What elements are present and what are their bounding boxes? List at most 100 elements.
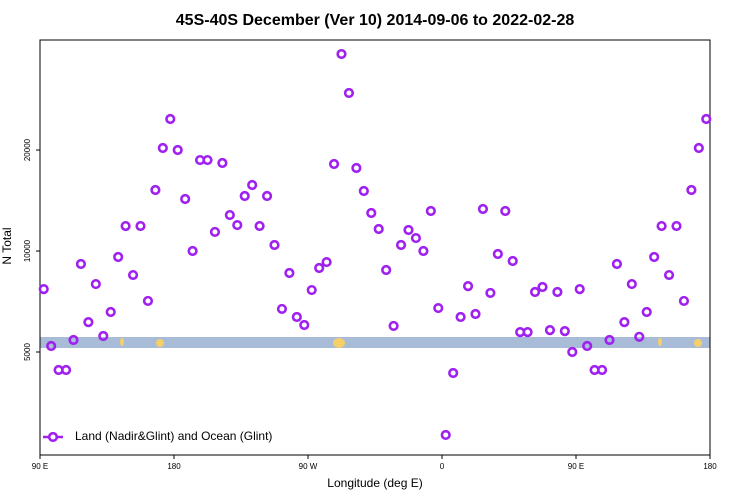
point [187, 245, 198, 257]
point [373, 223, 384, 235]
point [559, 326, 570, 337]
point [232, 219, 243, 231]
point [336, 48, 347, 60]
point [299, 319, 310, 331]
point [180, 193, 191, 205]
y-tick-label: 10000 [23, 239, 32, 262]
point [485, 287, 496, 299]
point [522, 327, 533, 338]
legend-label: Land (Nadir&Glint) and Ocean (Glint) [75, 429, 272, 443]
point [619, 316, 630, 328]
point [567, 346, 578, 358]
point [261, 190, 273, 202]
surface-strip [40, 337, 710, 348]
legend-marker [47, 431, 59, 443]
point [440, 429, 451, 441]
point [239, 190, 250, 202]
plot-frame [39, 39, 711, 456]
point [410, 232, 422, 244]
point [98, 330, 109, 342]
point [544, 325, 556, 336]
point [701, 113, 712, 125]
point [135, 220, 146, 232]
point [328, 158, 340, 170]
x-axis-label: Longitude (deg E) [327, 476, 422, 490]
land-patch [156, 339, 164, 347]
point [284, 267, 295, 279]
point [276, 303, 288, 315]
point [529, 286, 541, 298]
land-patch [120, 338, 124, 346]
point [314, 262, 325, 274]
point [269, 239, 280, 251]
point [455, 311, 466, 323]
point [596, 364, 608, 376]
point [38, 284, 49, 295]
point [150, 184, 161, 196]
point [75, 258, 87, 270]
point [433, 302, 444, 314]
point [247, 179, 258, 191]
point [202, 154, 213, 166]
point [217, 157, 228, 169]
point [46, 340, 57, 352]
point [693, 142, 704, 154]
point [462, 281, 474, 292]
point [60, 364, 72, 376]
point [574, 284, 585, 295]
point [172, 144, 183, 156]
point [537, 281, 548, 293]
land-patch [333, 338, 345, 348]
point [358, 185, 369, 197]
point [507, 255, 518, 267]
point [343, 87, 355, 99]
point [634, 331, 645, 342]
x-tick-label: 180 [703, 462, 717, 471]
point [105, 306, 116, 318]
point [611, 258, 623, 270]
point [68, 334, 79, 346]
x-tick-label: 0 [440, 462, 445, 471]
point [582, 340, 593, 352]
point [403, 224, 414, 236]
point [500, 205, 511, 217]
land-patch [658, 338, 662, 346]
point [470, 308, 481, 320]
point [641, 306, 652, 318]
point [656, 220, 667, 232]
point [418, 245, 429, 257]
point [626, 278, 637, 290]
point [209, 226, 221, 238]
point [83, 316, 94, 328]
point [448, 367, 459, 379]
x-tick-label: 180 [167, 462, 181, 471]
y-tick-label: 20000 [23, 138, 32, 161]
point [671, 220, 682, 232]
x-tick-label: 90 W [299, 462, 318, 471]
point [165, 113, 176, 125]
point [492, 248, 503, 260]
point [552, 286, 563, 298]
point [604, 334, 615, 346]
ocean-band [40, 337, 710, 348]
point [127, 269, 139, 281]
point [291, 311, 302, 323]
point [224, 209, 235, 221]
point [351, 162, 362, 174]
point [120, 220, 131, 232]
point [254, 220, 265, 232]
point [381, 264, 392, 276]
point [477, 203, 489, 215]
point [663, 269, 675, 281]
point [649, 251, 660, 263]
point [395, 239, 407, 251]
point [142, 295, 154, 307]
y-axis-label: N Total [0, 227, 14, 264]
x-tick-label: 90 E [32, 462, 48, 471]
point [157, 142, 168, 154]
point [113, 251, 124, 263]
chart-title: 45S-40S December (Ver 10) 2014-09-06 to … [176, 12, 575, 29]
point [388, 320, 399, 332]
point [686, 184, 697, 196]
